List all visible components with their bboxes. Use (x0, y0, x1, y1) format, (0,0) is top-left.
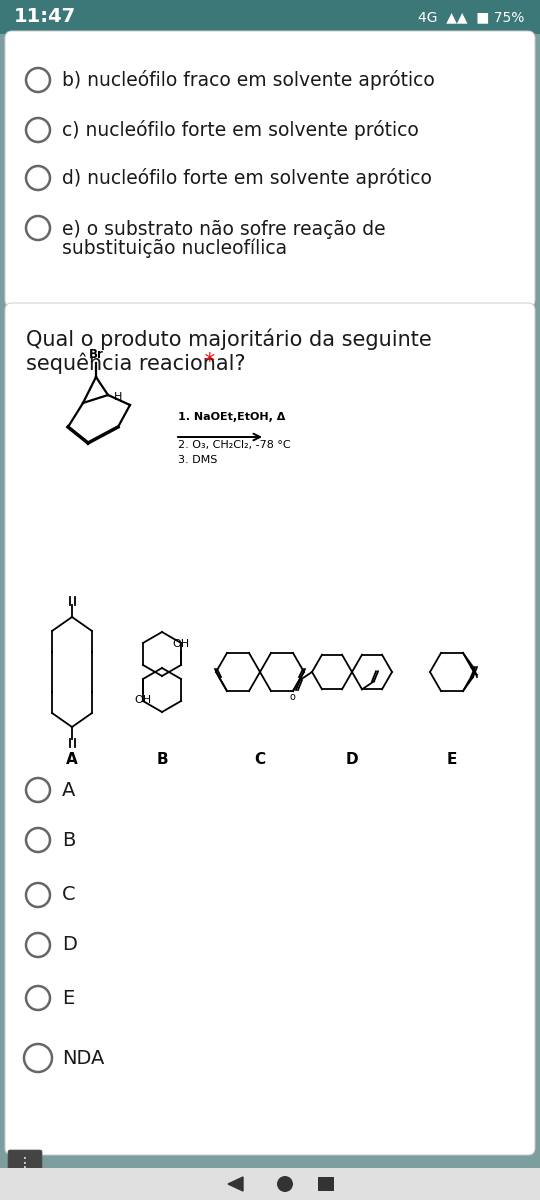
Text: 11:47: 11:47 (14, 7, 76, 26)
Text: D: D (62, 936, 77, 954)
Text: E: E (62, 989, 75, 1008)
Text: ⋮: ⋮ (18, 1156, 32, 1170)
FancyBboxPatch shape (0, 1168, 540, 1200)
Text: e) o substrato não sofre reação de: e) o substrato não sofre reação de (62, 220, 386, 239)
Text: c) nucleófilo forte em solvente prótico: c) nucleófilo forte em solvente prótico (62, 120, 419, 140)
Text: substituição nucleofílica: substituição nucleofílica (62, 238, 287, 258)
Text: D: D (346, 752, 359, 767)
Circle shape (277, 1176, 293, 1192)
Text: NDA: NDA (62, 1049, 104, 1068)
FancyBboxPatch shape (5, 302, 535, 1154)
Text: 3. DMS: 3. DMS (178, 455, 218, 464)
Text: sequência reacional?: sequência reacional? (26, 352, 246, 373)
FancyBboxPatch shape (318, 1177, 334, 1190)
Text: B: B (62, 830, 76, 850)
Text: OH: OH (134, 695, 152, 704)
Text: 1. NaOEt,EtOH, Δ: 1. NaOEt,EtOH, Δ (178, 412, 285, 422)
Text: Br: Br (89, 348, 104, 361)
Text: Qual o produto majoritário da seguinte: Qual o produto majoritário da seguinte (26, 328, 432, 349)
FancyBboxPatch shape (8, 1150, 42, 1176)
Text: 4G  ▲▲  ■ 75%: 4G ▲▲ ■ 75% (417, 10, 524, 24)
Text: o: o (289, 692, 295, 702)
Text: E: E (447, 752, 457, 767)
Text: b) nucleófilo fraco em solvente aprótico: b) nucleófilo fraco em solvente aprótico (62, 70, 435, 90)
Text: C: C (254, 752, 266, 767)
Text: A: A (62, 780, 76, 799)
FancyBboxPatch shape (5, 31, 535, 307)
Text: B: B (156, 752, 168, 767)
Text: C: C (62, 886, 76, 905)
Text: A: A (66, 752, 78, 767)
Text: 2. O₃, CH₂Cl₂, -78 °C: 2. O₃, CH₂Cl₂, -78 °C (178, 440, 291, 450)
Text: d) nucleófilo forte em solvente aprótico: d) nucleófilo forte em solvente aprótico (62, 168, 432, 188)
Text: *: * (198, 352, 215, 372)
FancyBboxPatch shape (0, 0, 540, 34)
Polygon shape (228, 1177, 243, 1190)
Text: OH: OH (172, 638, 190, 649)
Text: H: H (114, 392, 123, 402)
